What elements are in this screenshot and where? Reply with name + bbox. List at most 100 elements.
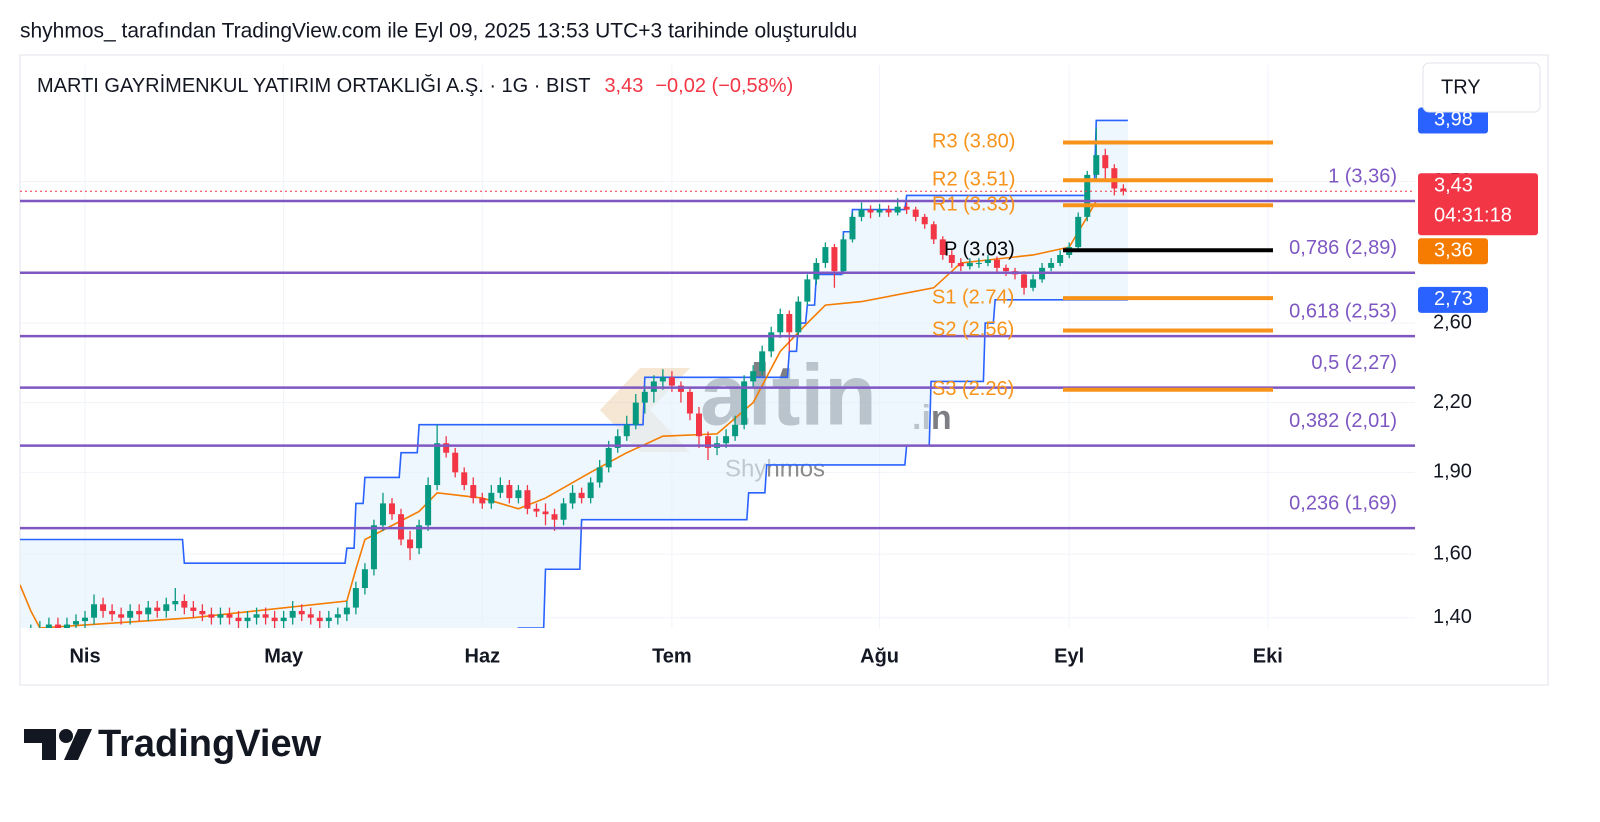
band-lower (517, 299, 1128, 628)
candle-body (569, 492, 576, 504)
candle-body (723, 436, 730, 444)
fib-label: 0,618 (2,53) (1289, 300, 1397, 322)
candle-body (54, 624, 61, 628)
candle-body (993, 259, 1000, 268)
candle-body (542, 511, 549, 515)
candle-body (1084, 174, 1091, 217)
candle-body (190, 607, 197, 611)
y-tick-label: 1,90 (1433, 461, 1472, 483)
candle-body (614, 436, 621, 448)
x-tick-label: Tem (652, 645, 692, 667)
candle-body (361, 569, 368, 589)
candle-body (452, 452, 459, 473)
candle-body (271, 617, 278, 622)
last-price: 3,43 (604, 75, 643, 97)
candle-body (921, 216, 928, 225)
candle-body (903, 206, 910, 210)
candle-body (686, 391, 693, 414)
candle-body (695, 413, 702, 437)
candle-body (605, 447, 612, 468)
candle-body (82, 617, 89, 622)
candle-body (804, 279, 811, 302)
candle-body (930, 224, 937, 240)
candle-body (172, 600, 179, 605)
candle-body (659, 377, 666, 382)
symbol-header: MARTI GAYRİMENKUL YATIRIM ORTAKLIĞI A.Ş.… (37, 74, 793, 97)
pivot-label: P (3.03) (944, 239, 1015, 261)
candle-body (885, 209, 892, 213)
candle-body (226, 614, 233, 618)
candle-body (641, 391, 648, 403)
candle-body (307, 614, 314, 618)
pivot-label: S3 (2.26) (932, 378, 1014, 400)
band-fill (20, 120, 1128, 628)
logo-dot (59, 729, 73, 743)
candle-body (343, 607, 350, 615)
candle-body (470, 485, 477, 499)
candle-body (488, 492, 495, 504)
candle-body (45, 624, 52, 628)
brand-name: TradingView (98, 723, 322, 765)
candle-body (858, 209, 865, 217)
candle-body (136, 610, 143, 615)
candle-body (732, 424, 739, 437)
candle-body (316, 617, 323, 622)
candle-body (668, 377, 675, 386)
candle-body (939, 239, 946, 255)
candle-body (434, 443, 441, 486)
candle-body (750, 371, 757, 382)
candle-body (1075, 216, 1082, 248)
candle-body (1057, 254, 1064, 263)
candle-body (533, 508, 540, 512)
candle-body (876, 209, 883, 213)
candle-body (145, 607, 152, 615)
y-tick-label: 1,40 (1433, 606, 1472, 628)
chart-frame (19, 54, 1549, 686)
x-tick-label: Ağu (860, 645, 899, 667)
y-tick-label: 1,60 (1433, 542, 1472, 564)
candle-body (325, 617, 332, 622)
candle-body (289, 610, 296, 618)
candle-body (759, 351, 766, 372)
candle-body (244, 617, 251, 622)
candle-body (813, 262, 820, 280)
candle-body (100, 604, 107, 611)
candle-body (425, 485, 432, 526)
fib-label: 0,5 (2,27) (1311, 352, 1397, 374)
candle-body (1048, 262, 1055, 268)
candle-body (407, 539, 414, 549)
candle-body (831, 247, 838, 272)
created-by: shyhmos_ tarafından TradingView.com ile … (20, 20, 857, 43)
candle-body (479, 498, 486, 504)
candle-body (786, 314, 793, 333)
candle-body (199, 610, 206, 615)
candle-body (443, 443, 450, 453)
candle-body (91, 604, 98, 618)
candle-body (596, 467, 603, 483)
candle-body (379, 503, 386, 526)
candle-body (822, 247, 829, 263)
candle-body (975, 262, 982, 264)
fib-label: 0,786 (2,89) (1289, 237, 1397, 259)
logo-mark (24, 729, 56, 760)
price-label-box (1418, 107, 1488, 134)
fib-label: 1 (3,36) (1328, 165, 1397, 187)
price-label: 2,73 (1434, 288, 1473, 310)
candle-body (280, 617, 287, 622)
y-tick-label: 2,60 (1433, 311, 1472, 333)
price-label-box (1418, 173, 1538, 236)
currency-button[interactable] (1422, 62, 1541, 113)
candle-body (966, 262, 973, 267)
price-label: 3,98 (1434, 109, 1473, 131)
x-tick-label: May (264, 645, 304, 667)
candle-body (795, 301, 802, 333)
candle-body (867, 209, 874, 213)
currency-label[interactable]: TRY (1441, 76, 1481, 98)
candle-body (587, 482, 594, 499)
price-timer: 04:31:18 (1434, 205, 1512, 227)
candle-body (208, 614, 215, 618)
fib-label: 0,382 (2,01) (1289, 410, 1397, 432)
pivot-label: S2 (2.56) (932, 319, 1014, 341)
